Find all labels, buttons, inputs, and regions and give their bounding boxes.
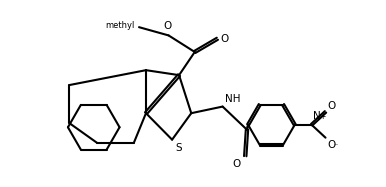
Text: NH: NH — [225, 94, 240, 104]
Text: methyl: methyl — [106, 21, 135, 30]
Text: ⁻: ⁻ — [334, 141, 338, 150]
Text: O: O — [164, 22, 172, 31]
Text: O: O — [327, 101, 336, 111]
Text: O: O — [220, 34, 229, 44]
Text: N: N — [313, 111, 320, 121]
Text: S: S — [175, 143, 182, 153]
Text: O: O — [327, 140, 336, 150]
Text: +: + — [319, 112, 325, 121]
Text: O: O — [232, 159, 240, 169]
